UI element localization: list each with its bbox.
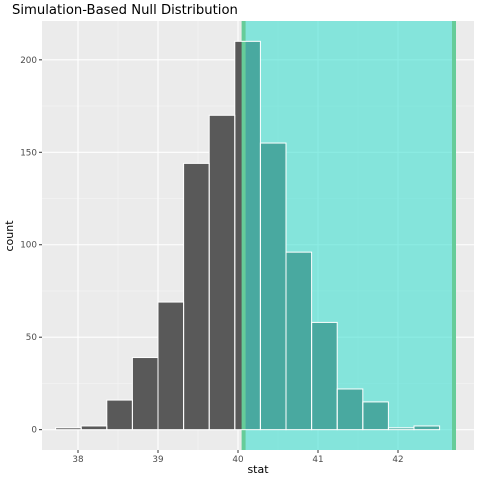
y-tick-label: 200 (20, 56, 37, 66)
y-tick-label: 100 (20, 241, 37, 251)
x-tick-label: 40 (232, 455, 244, 465)
x-axis-label: stat (247, 463, 269, 476)
x-tick-label: 42 (392, 455, 403, 465)
shaded-region (243, 21, 454, 450)
x-axis-ticks: 38 39 40 41 42 (72, 450, 404, 465)
histogram-bar-outline (362, 401, 389, 431)
y-tick-label: 150 (20, 148, 37, 158)
histogram-bar-outline (311, 321, 338, 431)
y-axis-ticks: 0 50 100 150 200 (20, 56, 42, 436)
histogram-bar (183, 163, 210, 430)
y-axis-label: count (3, 220, 16, 252)
bound-lines (241, 21, 456, 450)
y-tick-label: 0 (31, 426, 37, 436)
histogram-bar-outlines (55, 40, 441, 431)
histogram-bar (81, 425, 107, 430)
histogram-bar-outline (413, 425, 441, 431)
histogram-bar (209, 115, 235, 430)
x-tick-label: 41 (312, 455, 323, 465)
x-tick-label: 38 (72, 455, 83, 465)
chart-title: Simulation-Based Null Distribution (12, 3, 238, 18)
y-tick-label: 50 (26, 333, 38, 343)
x-tick-label: 39 (152, 455, 163, 465)
histogram-bar (132, 357, 158, 430)
histogram-bar (106, 400, 133, 430)
histogram-bar (158, 302, 184, 430)
histogram-bar (55, 427, 82, 430)
